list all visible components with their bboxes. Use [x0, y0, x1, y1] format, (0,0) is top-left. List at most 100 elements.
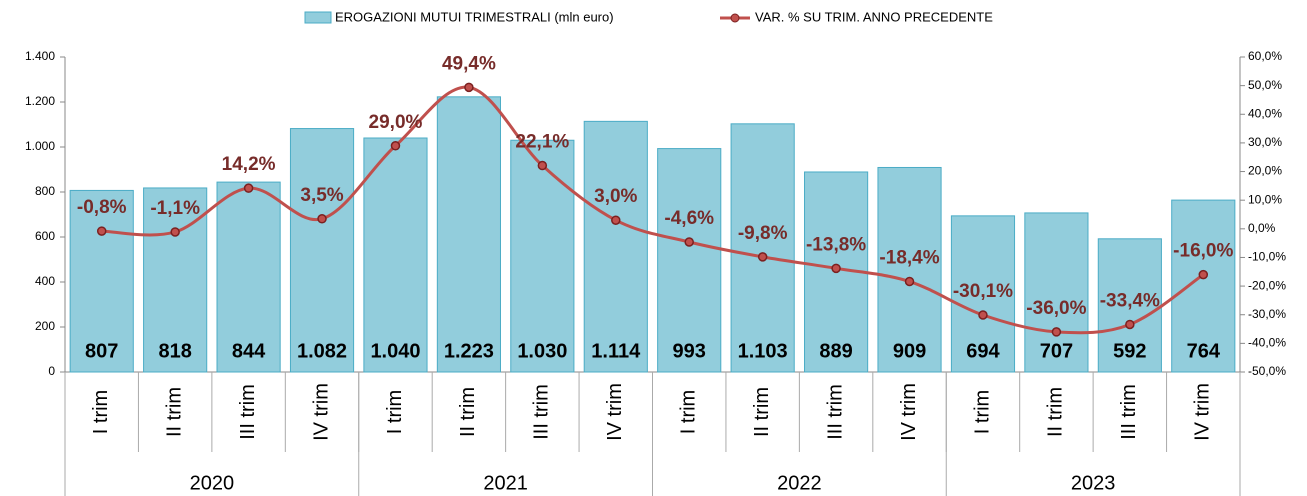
bar [730, 123, 795, 373]
bar [657, 148, 722, 373]
x-tick-label: I trim [384, 390, 406, 434]
point-label: -9,8% [738, 223, 788, 244]
y-tick-label: 400 [35, 274, 55, 288]
point [1125, 319, 1135, 330]
point [978, 310, 988, 320]
bar-label: 764 [1187, 340, 1221, 362]
bar-label: 807 [85, 340, 118, 362]
point [831, 263, 841, 274]
point-label: 3,5% [300, 185, 343, 206]
group-label: 2023 [1071, 472, 1116, 494]
point-label: -33,4% [1100, 290, 1160, 311]
point-label: 3,0% [594, 186, 637, 207]
bar-label: 1.040 [370, 340, 420, 362]
x-tick-label: I trim [678, 390, 700, 434]
y-tick-label: 0 [48, 364, 55, 378]
bar [363, 137, 428, 373]
point [537, 160, 548, 171]
point-label: 29,0% [369, 112, 423, 133]
point-label: 22,1% [515, 132, 569, 153]
legend-swatch [304, 11, 332, 24]
point-label: -0,8% [77, 197, 127, 218]
point [1051, 327, 1062, 337]
x-tick-label: III trim [824, 384, 846, 440]
y-tick-label: 200 [35, 319, 55, 333]
y2-tick-label: 50,0% [1248, 78, 1282, 92]
y2-tick-label: 60,0% [1248, 49, 1282, 63]
y2-tick-label: -40,0% [1248, 336, 1286, 350]
bar [1171, 199, 1236, 373]
line [101, 85, 1205, 335]
x-tick-label: IV trim [310, 383, 332, 441]
bar [216, 181, 281, 373]
bar [1097, 238, 1162, 373]
point [757, 252, 768, 262]
x-tick-label: III trim [1118, 384, 1140, 440]
y2-tick-label: 30,0% [1248, 135, 1282, 149]
bar-label: 1.114 [591, 340, 641, 362]
group-label: 2021 [483, 472, 528, 494]
y2-tick-label: -30,0% [1248, 307, 1286, 321]
bar [69, 189, 134, 373]
bar [583, 120, 648, 373]
point [611, 215, 621, 225]
bar-label: 1.030 [517, 340, 567, 362]
y2-tick-label: -20,0% [1248, 278, 1286, 292]
x-tick-label: I trim [90, 390, 112, 434]
x-tick-label: II trim [163, 387, 185, 437]
point [464, 82, 474, 93]
x-tick-label: III trim [237, 384, 259, 440]
y2-tick-label: 10,0% [1248, 192, 1282, 206]
y-tick-label: 1.400 [25, 49, 55, 63]
legend-marker [730, 13, 740, 23]
point [317, 214, 327, 224]
point-label: -4,6% [664, 208, 714, 229]
bar-label: 707 [1040, 340, 1073, 362]
point-label: -18,4% [879, 248, 939, 269]
x-tick-label: IV trim [1192, 383, 1214, 441]
point-label: 14,2% [222, 154, 276, 175]
x-tick-label: II trim [1045, 387, 1067, 437]
y2-tick-label: -50,0% [1248, 364, 1286, 378]
bar-label: 1.223 [444, 340, 494, 362]
y2-tick-label: -10,0% [1248, 250, 1286, 264]
group-label: 2022 [777, 472, 822, 494]
bar-label: 1.082 [297, 340, 347, 362]
point [904, 276, 915, 287]
x-tick-label: I trim [971, 390, 993, 434]
bar-label: 818 [158, 340, 191, 362]
legend-label: EROGAZIONI MUTUI TRIMESTRALI (mln euro) [335, 9, 614, 24]
point-label: -30,1% [953, 281, 1013, 302]
x-tick-label: II trim [751, 387, 773, 437]
x-tick-label: IV trim [898, 383, 920, 441]
x-tick-label: III trim [531, 384, 553, 440]
point-label: -16,0% [1173, 241, 1233, 262]
point [96, 226, 107, 236]
y-tick-label: 600 [35, 229, 55, 243]
bar [950, 215, 1016, 373]
point-label: -36,0% [1026, 298, 1086, 319]
bar [510, 139, 575, 373]
x-tick-label: IV trim [604, 383, 626, 441]
x-tick-label: II trim [457, 387, 479, 437]
y-tick-label: 1.200 [25, 94, 55, 108]
point-label: -13,8% [806, 234, 866, 255]
bar-label: 694 [966, 340, 1000, 362]
point-label: 49,4% [442, 53, 496, 74]
point [243, 183, 254, 193]
point [170, 227, 180, 237]
y-tick-label: 800 [35, 184, 55, 198]
bar-label: 993 [673, 340, 706, 362]
bar-label: 1.103 [738, 340, 788, 362]
bar-label: 592 [1113, 340, 1146, 362]
y-tick-label: 1.000 [25, 139, 55, 153]
y2-tick-label: 40,0% [1248, 106, 1282, 120]
point [390, 141, 401, 151]
y2-tick-label: 0,0% [1248, 221, 1276, 235]
point-label: -1,1% [150, 198, 200, 219]
point [684, 237, 694, 247]
bar-label: 889 [819, 340, 852, 362]
group-label: 2020 [190, 472, 235, 494]
legend-label: VAR. % SU TRIM. ANNO PRECEDENTE [755, 9, 993, 24]
